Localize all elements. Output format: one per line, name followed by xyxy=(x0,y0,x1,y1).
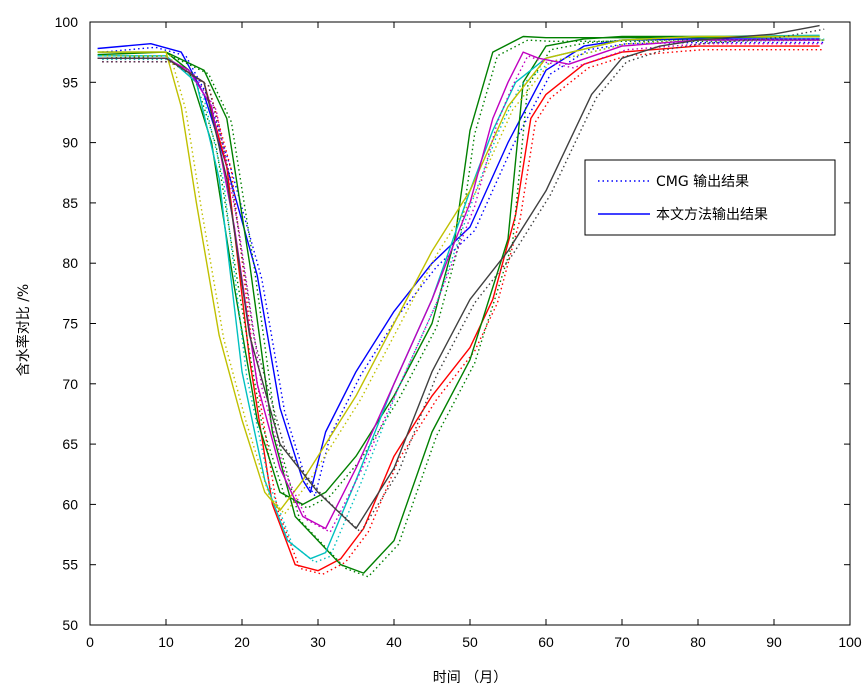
plot-area xyxy=(97,24,825,578)
y-axis: 50 55 60 65 70 75 80 85 90 95 100 xyxy=(55,14,850,633)
x-tick-label: 30 xyxy=(310,634,326,650)
legend-label-cmg: CMG 输出结果 xyxy=(656,174,749,190)
x-tick-label: 10 xyxy=(158,634,174,650)
legend-label-method: 本文方法输出结果 xyxy=(656,207,768,223)
y-tick-label: 55 xyxy=(62,557,78,573)
x-tick-label: 100 xyxy=(838,634,862,650)
x-axis-label: 时间 （月） xyxy=(433,670,507,686)
series-line-3-cmg xyxy=(102,39,825,578)
x-tick-label: 50 xyxy=(462,634,478,650)
y-tick-label: 50 xyxy=(62,617,78,633)
y-tick-label: 85 xyxy=(62,195,78,211)
series-line-5-method xyxy=(97,34,820,560)
legend: CMG 输出结果 本文方法输出结果 xyxy=(584,159,836,236)
y-tick-label: 70 xyxy=(62,376,78,392)
y-tick-label: 65 xyxy=(62,436,78,452)
x-tick-label: 20 xyxy=(234,634,250,650)
legend-box xyxy=(584,159,836,236)
x-tick-label: 80 xyxy=(690,634,706,650)
series-line-7-method xyxy=(97,39,820,530)
series-line-8-cmg xyxy=(102,28,825,534)
x-tick-label: 40 xyxy=(386,634,402,650)
series-line-5-cmg xyxy=(102,38,825,564)
y-tick-label: 75 xyxy=(62,316,78,332)
series-line-3-method xyxy=(97,35,820,574)
x-tick-label: 90 xyxy=(766,634,782,650)
y-axis-label: 含水率对比 /% xyxy=(15,284,32,376)
y-tick-label: 80 xyxy=(62,255,78,271)
series-line-4-method xyxy=(97,35,820,506)
y-tick-label: 100 xyxy=(55,14,79,30)
series-line-1-method xyxy=(97,38,820,493)
x-tick-label: 0 xyxy=(86,634,94,650)
series-line-6-method xyxy=(97,35,820,512)
x-tick-label: 60 xyxy=(538,634,554,650)
y-tick-label: 60 xyxy=(62,496,78,512)
x-tick-label: 70 xyxy=(614,634,630,650)
x-axis: 0 10 20 30 40 50 60 70 80 90 100 xyxy=(86,22,862,650)
y-tick-label: 95 xyxy=(62,74,78,90)
series-line-2-cmg xyxy=(102,49,825,576)
y-tick-label: 90 xyxy=(62,135,78,151)
series-line-8-method xyxy=(97,24,820,530)
